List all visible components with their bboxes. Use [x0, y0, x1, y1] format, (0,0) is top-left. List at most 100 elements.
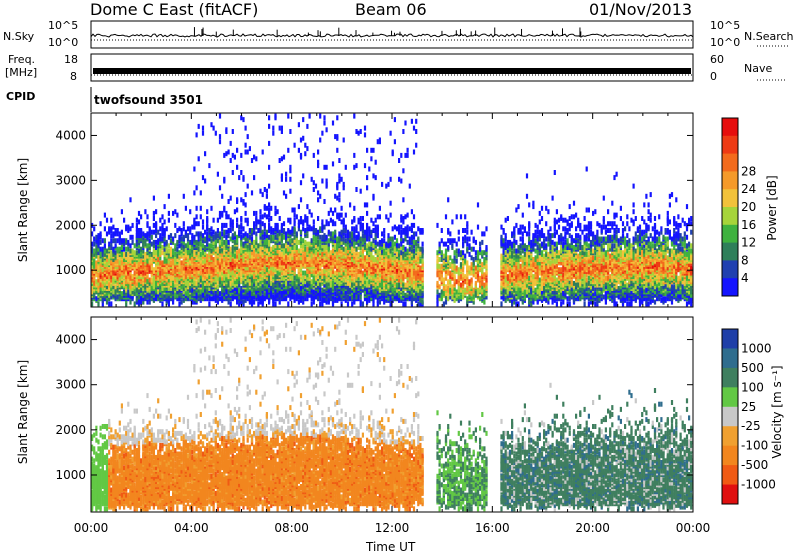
data-cell [410, 222, 413, 228]
data-cell [155, 209, 158, 215]
data-cell [116, 272, 119, 278]
data-cell [248, 260, 251, 266]
data-cell [310, 176, 313, 182]
data-cell [376, 224, 379, 230]
data-cell [342, 137, 345, 143]
data-cell [182, 226, 185, 232]
data-cell [374, 175, 377, 181]
data-cell [123, 246, 126, 252]
data-cell [178, 226, 181, 232]
data-cell [169, 250, 173, 256]
data-cell [229, 246, 232, 252]
data-cell [169, 275, 173, 281]
data-cell [95, 260, 98, 266]
data-cell [105, 299, 109, 305]
data-cell [248, 228, 251, 233]
data-cell [338, 158, 341, 163]
data-cell [306, 292, 309, 298]
data-cell [253, 287, 256, 293]
data-cell [225, 222, 228, 228]
data-cell [210, 248, 213, 254]
data-cell [331, 210, 335, 216]
data-cell [218, 231, 222, 237]
data-cell [321, 287, 324, 293]
data-cell [415, 265, 418, 271]
data-cell [383, 274, 386, 280]
data-cell [268, 222, 271, 228]
data-cell [127, 289, 130, 295]
data-cell [101, 279, 104, 285]
data-cell [142, 231, 145, 237]
data-cell [383, 243, 386, 249]
data-cell [238, 229, 241, 235]
data-cell [325, 127, 328, 133]
data-cell [381, 238, 384, 244]
data-cell [353, 205, 356, 211]
data-cell [306, 146, 309, 152]
data-cell [391, 251, 394, 257]
data-cell [99, 251, 102, 257]
data-cell [155, 265, 158, 271]
data-cell [210, 231, 213, 237]
data-cell [216, 233, 219, 239]
data-cell [342, 228, 345, 233]
data-cell [148, 238, 151, 244]
data-cell [137, 294, 141, 300]
data-cell [366, 243, 369, 249]
data-cell [334, 134, 337, 140]
data-cell [378, 299, 381, 305]
data-cell [101, 257, 104, 262]
data-cell [152, 275, 155, 281]
data-cell [304, 228, 307, 233]
data-cell [105, 248, 109, 254]
data-cell [110, 301, 113, 307]
data-cell [353, 113, 356, 119]
data-cell [216, 284, 219, 290]
freq-axis-top: 18 [64, 53, 78, 66]
data-cell [244, 202, 247, 208]
data-cell [184, 205, 187, 211]
data-cell [357, 231, 360, 237]
data-cell [161, 231, 164, 237]
data-cell [293, 142, 296, 148]
cpid-value: twofsound 3501 [94, 93, 203, 107]
data-cell [110, 217, 113, 223]
data-cell [302, 275, 305, 281]
data-cell [114, 284, 117, 290]
data-cell [184, 229, 187, 235]
data-cell [165, 246, 168, 252]
data-cell [204, 229, 207, 235]
data-cell [385, 214, 388, 220]
data-cell [231, 219, 234, 225]
data-cell [400, 152, 403, 158]
data-cell [167, 210, 170, 216]
data-cell [159, 236, 162, 242]
data-cell [312, 180, 315, 186]
data-cell [336, 212, 339, 218]
data-cell [91, 289, 94, 295]
data-cell [161, 222, 164, 228]
data-cell [131, 222, 134, 228]
data-cell [223, 205, 226, 211]
data-cell [287, 265, 290, 271]
data-cell [276, 233, 279, 239]
data-cell [285, 231, 288, 237]
data-cell [353, 277, 356, 283]
data-cell [404, 301, 407, 307]
data-cell [152, 279, 155, 285]
data-cell [201, 243, 205, 249]
data-cell [312, 152, 315, 158]
data-cell [340, 212, 343, 218]
data-cell [282, 243, 286, 249]
data-cell [381, 181, 384, 187]
data-cell [331, 219, 335, 225]
data-cell [225, 127, 228, 133]
data-cell [218, 239, 222, 245]
data-cell [359, 216, 362, 221]
data-cell [391, 149, 394, 155]
data-cell [398, 282, 401, 288]
data-cell [261, 229, 264, 235]
data-cell [370, 241, 373, 247]
data-cell [412, 125, 416, 131]
data-cell [285, 193, 288, 199]
